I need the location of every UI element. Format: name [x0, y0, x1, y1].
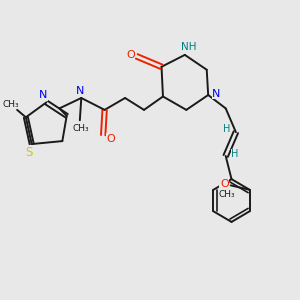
Text: CH₃: CH₃: [2, 100, 19, 109]
Text: NH: NH: [181, 42, 196, 52]
Text: CH₃: CH₃: [73, 124, 90, 133]
Text: H: H: [223, 124, 230, 134]
Text: CH₃: CH₃: [219, 190, 236, 200]
Text: O: O: [220, 179, 229, 189]
Text: N: N: [39, 90, 48, 100]
Text: O: O: [126, 50, 135, 60]
Text: N: N: [212, 88, 220, 98]
Text: H: H: [231, 149, 239, 160]
Text: N: N: [76, 85, 84, 96]
Text: O: O: [106, 134, 115, 144]
Text: S: S: [25, 146, 32, 159]
